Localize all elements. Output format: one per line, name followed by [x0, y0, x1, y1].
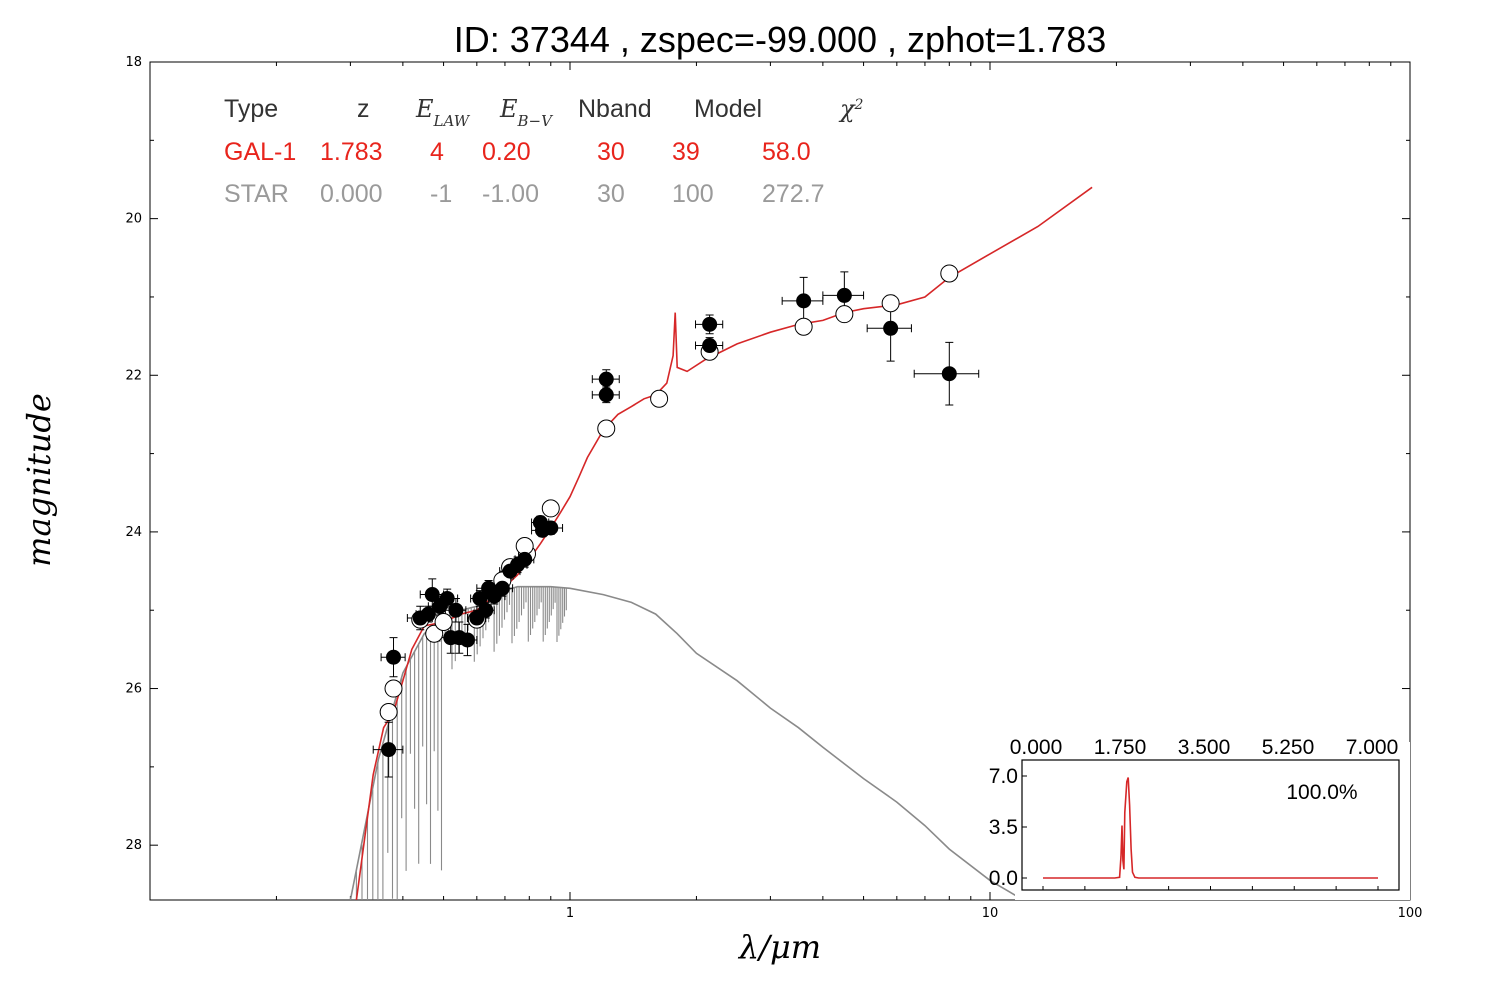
inset-x-tick-label: 1.750 [1094, 736, 1147, 759]
model-point [650, 389, 669, 408]
table-row-star: STAR 0.000 -1 -1.00 30 100 272.7 [224, 180, 825, 208]
inset-y-tick-label: 3.5 [989, 816, 1018, 839]
table-cell: 30 [597, 138, 625, 166]
x-tick-label: 100 [1398, 906, 1423, 921]
model-point [384, 679, 403, 698]
model-point [794, 317, 813, 336]
table-cell: 58.0 [762, 138, 811, 166]
model-point [425, 624, 444, 643]
y-tick-label: 18 [125, 55, 142, 70]
fit-summary-table: Type z ELAW EB−V Nband Model χ2 GAL-1 1.7… [224, 95, 864, 208]
table-cell: 272.7 [762, 180, 825, 208]
table-cell: 0.000 [320, 180, 383, 208]
y-tick-label: 28 [125, 838, 142, 853]
chart-title: ID: 37344 , zspec=-99.000 , zphot=1.783 [454, 19, 1106, 60]
inset-x-tick-label: 0.000 [1010, 736, 1063, 759]
observed-point [448, 602, 464, 618]
table-cell: STAR [224, 180, 289, 208]
observed-point [439, 590, 455, 606]
model-point [835, 305, 854, 324]
table-row-galaxy: GAL-1 1.783 4 0.20 30 39 58.0 [224, 138, 811, 166]
observed-point [941, 366, 957, 382]
y-tick-label: 22 [125, 368, 142, 383]
inset-x-tick-label: 5.250 [1262, 736, 1315, 759]
observed-point [702, 338, 718, 354]
table-header-model: Model [694, 95, 762, 123]
main-plot-area [349, 186, 1093, 900]
observed-point [386, 649, 402, 665]
table-cell: 100 [672, 180, 714, 208]
main-plot-frame [149, 61, 1411, 901]
model-point [881, 294, 900, 313]
observed-point [478, 602, 494, 618]
table-header-nband: Nband [578, 95, 652, 123]
redshift-pdf-inset: 0.000 1.750 3.500 5.250 7.000 7.0 3.5 0.0 100.0… [989, 736, 1410, 900]
inset-probability-label: 100.0% [1286, 781, 1357, 804]
observed-point [494, 580, 510, 596]
inset-x-tick-label: 7.000 [1346, 736, 1399, 759]
observed-point [796, 293, 812, 309]
observed-point [472, 590, 488, 606]
model-point [940, 264, 959, 283]
table-cell: -1 [430, 180, 452, 208]
model-point [434, 612, 453, 631]
table-header-ebv: EB−V [499, 95, 554, 130]
table-cell: 4 [430, 138, 444, 166]
table-cell: 30 [597, 180, 625, 208]
observed-point [883, 320, 899, 336]
inset-y-tick-label: 0.0 [989, 867, 1018, 890]
observed-point [459, 632, 475, 648]
observed-point [424, 587, 440, 603]
main-axes-ticks: 18 20 22 24 26 28 1 10 100 [125, 55, 1422, 921]
observed-point [381, 742, 397, 758]
observed-point [517, 551, 533, 567]
x-axis-label: λ/μm [737, 928, 821, 966]
table-cell: 1.783 [320, 138, 383, 166]
model-point [597, 419, 616, 438]
observed-point [543, 520, 559, 536]
y-axis-label: magnitude [20, 393, 58, 567]
table-header-z: z [357, 95, 370, 123]
y-tick-label: 24 [125, 525, 142, 540]
inset-y-tick-label: 7.0 [989, 765, 1018, 788]
observed-point [702, 316, 718, 332]
y-tick-label: 20 [125, 212, 142, 227]
x-tick-label: 1 [566, 906, 574, 921]
star-absorption-features [355, 586, 567, 900]
table-cell: -1.00 [482, 180, 539, 208]
x-tick-label: 10 [982, 906, 999, 921]
table-cell: GAL-1 [224, 138, 296, 166]
galaxy-model-line [355, 186, 1093, 900]
model-point [541, 499, 560, 518]
table-header-chi2: χ2 [838, 95, 864, 123]
observed-point [598, 387, 614, 403]
observed-point [420, 606, 436, 622]
y-tick-label: 26 [125, 682, 142, 697]
observed-point [836, 287, 852, 303]
model-point [379, 703, 398, 722]
table-header-type: Type [224, 95, 278, 123]
table-cell: 39 [672, 138, 700, 166]
inset-x-tick-label: 3.500 [1178, 736, 1231, 759]
redshift-pdf-line [1043, 777, 1378, 879]
table-header-elaw: ELAW [415, 95, 471, 130]
observed-point [598, 371, 614, 387]
table-cell: 0.20 [482, 138, 531, 166]
